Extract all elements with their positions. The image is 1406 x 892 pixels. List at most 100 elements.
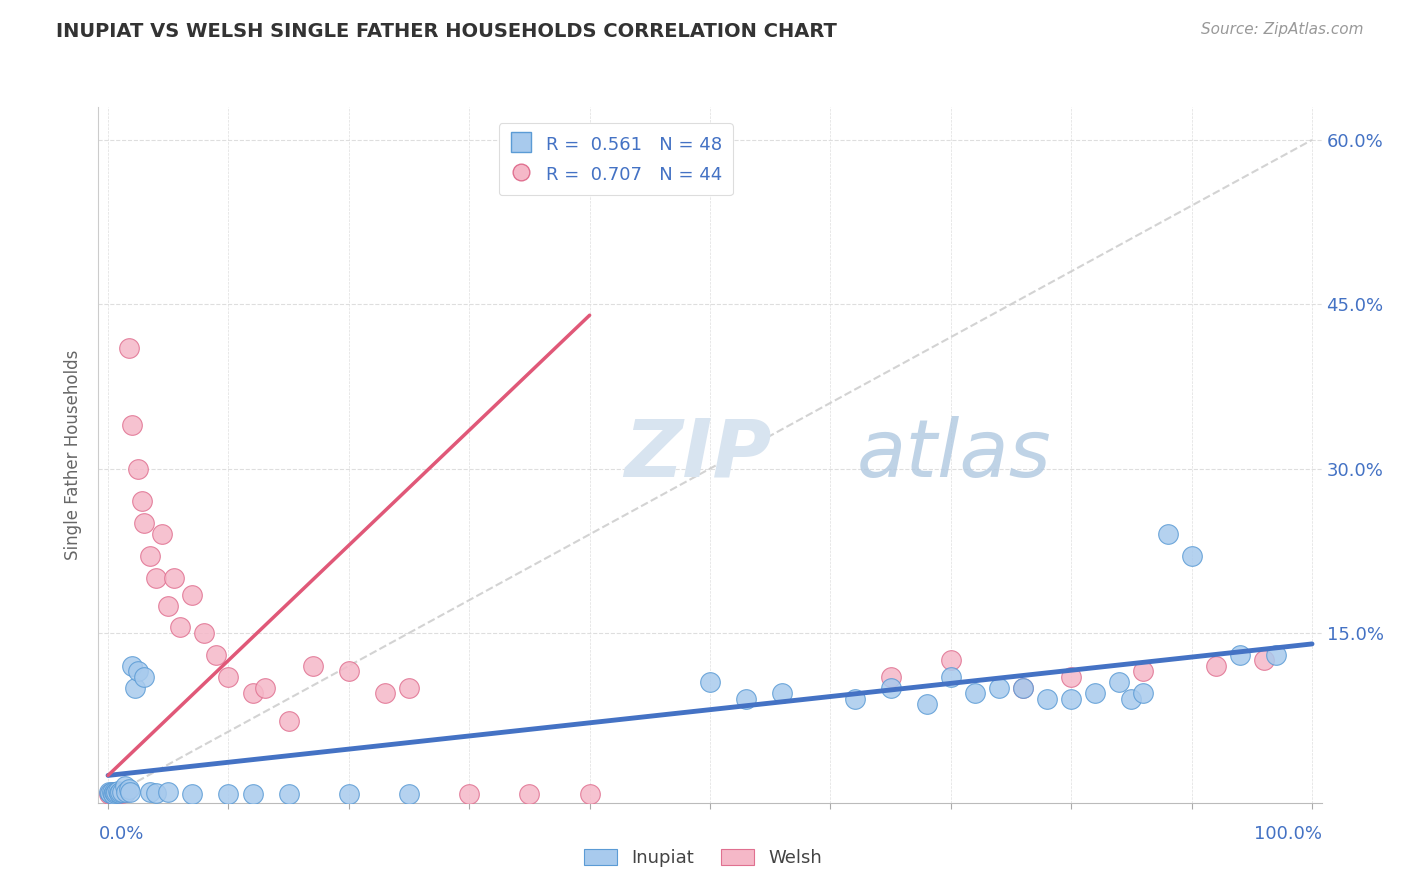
Point: [193, 626, 215, 640]
Legend: Inupiat, Welsh: Inupiat, Welsh: [576, 841, 830, 874]
Point: [1108, 675, 1130, 690]
Point: [1084, 686, 1107, 700]
Point: [1012, 681, 1035, 695]
Point: [107, 785, 129, 799]
Point: [181, 588, 204, 602]
Point: [879, 670, 901, 684]
Point: [1060, 670, 1083, 684]
Point: [111, 786, 134, 800]
Point: [253, 681, 276, 695]
Point: [844, 691, 866, 706]
Text: ZIP: ZIP: [624, 416, 772, 494]
Point: [103, 786, 125, 800]
Point: [108, 785, 131, 799]
Point: [939, 653, 962, 667]
Point: [145, 571, 167, 585]
Point: [98, 787, 121, 801]
Point: [578, 787, 600, 801]
Point: [217, 787, 239, 801]
Point: [519, 787, 541, 801]
Point: [988, 681, 1011, 695]
Point: [1060, 691, 1083, 706]
Y-axis label: Single Father Households: Single Father Households: [65, 350, 83, 560]
Point: [121, 658, 143, 673]
Point: [100, 786, 122, 800]
Legend: R =  0.561   N = 48, R =  0.707   N = 44: R = 0.561 N = 48, R = 0.707 N = 44: [499, 123, 733, 195]
Point: [104, 786, 127, 800]
Point: [1181, 549, 1204, 564]
Point: [217, 670, 239, 684]
Point: [242, 686, 264, 700]
Text: atlas: atlas: [856, 416, 1052, 494]
Point: [103, 785, 125, 799]
Text: Source: ZipAtlas.com: Source: ZipAtlas.com: [1201, 22, 1364, 37]
Point: [111, 785, 134, 799]
Point: [139, 785, 162, 799]
Point: [105, 785, 128, 799]
Point: [735, 691, 758, 706]
Point: [398, 787, 420, 801]
Point: [301, 658, 323, 673]
Point: [1012, 681, 1035, 695]
Point: [101, 787, 124, 801]
Point: [770, 686, 793, 700]
Point: [1229, 648, 1251, 662]
Point: [139, 549, 162, 564]
Point: [163, 571, 186, 585]
Point: [134, 516, 156, 531]
Point: [115, 785, 138, 799]
Point: [105, 786, 128, 800]
Point: [277, 787, 299, 801]
Point: [181, 787, 204, 801]
Point: [115, 785, 138, 799]
Point: [127, 665, 149, 679]
Point: [1132, 686, 1154, 700]
Point: [169, 620, 191, 634]
Point: [145, 786, 167, 800]
Point: [337, 787, 360, 801]
Point: [458, 787, 481, 801]
Point: [157, 785, 180, 799]
Point: [100, 787, 122, 801]
Point: [915, 697, 938, 711]
Point: [134, 670, 156, 684]
Point: [100, 785, 122, 799]
Point: [108, 786, 131, 800]
Point: [127, 461, 149, 475]
Point: [101, 785, 124, 799]
Point: [337, 665, 360, 679]
Point: [374, 686, 396, 700]
Point: [104, 787, 127, 801]
Text: INUPIAT VS WELSH SINGLE FATHER HOUSEHOLDS CORRELATION CHART: INUPIAT VS WELSH SINGLE FATHER HOUSEHOLD…: [56, 22, 837, 41]
Point: [121, 417, 143, 432]
Point: [117, 341, 139, 355]
Point: [108, 786, 131, 800]
Point: [1121, 691, 1143, 706]
Point: [150, 527, 173, 541]
Point: [1205, 658, 1227, 673]
Point: [124, 681, 146, 695]
Point: [1253, 653, 1275, 667]
Point: [107, 783, 129, 797]
Point: [1036, 691, 1059, 706]
Point: [117, 781, 139, 796]
Point: [118, 785, 141, 799]
Point: [699, 675, 721, 690]
Point: [205, 648, 228, 662]
Point: [1132, 665, 1154, 679]
Point: [879, 681, 901, 695]
Point: [277, 714, 299, 728]
Point: [963, 686, 986, 700]
Text: 0.0%: 0.0%: [98, 825, 143, 843]
Text: 100.0%: 100.0%: [1254, 825, 1322, 843]
Point: [114, 780, 136, 794]
Point: [100, 786, 122, 800]
Point: [131, 494, 153, 508]
Point: [242, 787, 264, 801]
Point: [939, 670, 962, 684]
Point: [398, 681, 420, 695]
Point: [98, 785, 121, 799]
Point: [1156, 527, 1178, 541]
Point: [157, 599, 180, 613]
Point: [1264, 648, 1286, 662]
